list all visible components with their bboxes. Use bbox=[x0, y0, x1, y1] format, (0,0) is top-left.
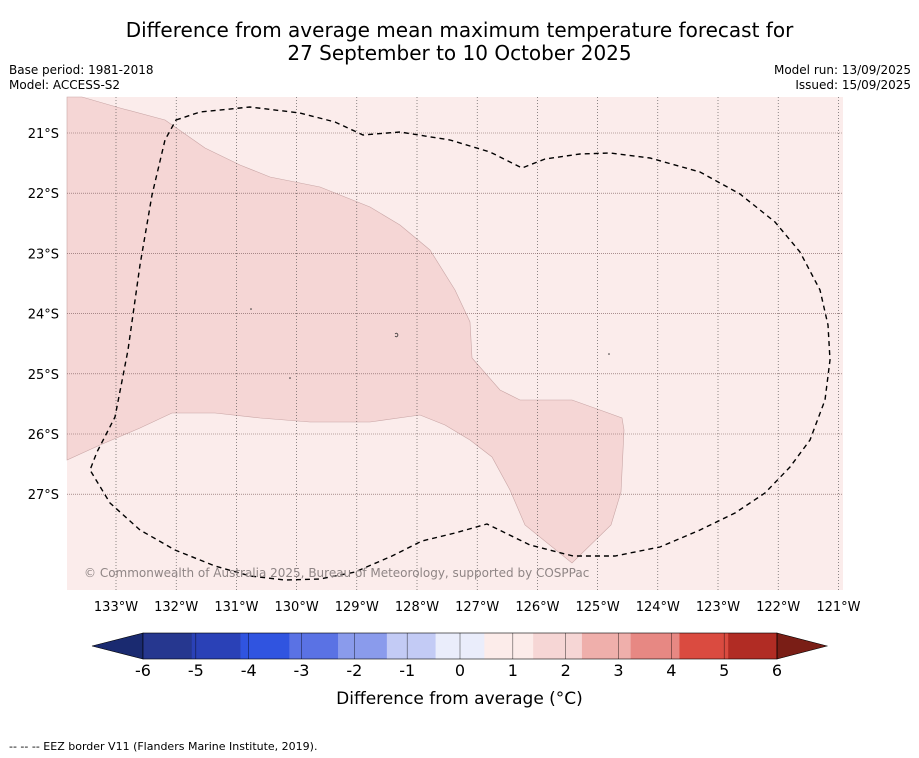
issued-date: Issued: 15/09/2025 bbox=[795, 78, 911, 92]
base-period: Base period: 1981-2018 bbox=[9, 63, 154, 77]
longitude-label: 123°W bbox=[696, 600, 740, 615]
title-line-2: 27 September to 10 October 2025 bbox=[287, 41, 632, 65]
longitude-labels: 133°W 132°W 131°W 130°W 129°W 128°W 127°W 126°W… bbox=[94, 600, 861, 615]
model-name: Model: ACCESS-S2 bbox=[9, 78, 121, 92]
latitude-label: 24°S bbox=[28, 308, 59, 323]
colorbar-tick-label: -6 bbox=[135, 661, 151, 680]
meta-right: Model run: 13/09/2025 Issued: 15/09/2025 bbox=[774, 63, 911, 93]
colorbar-tick-label: 3 bbox=[613, 661, 623, 680]
longitude-label: 129°W bbox=[335, 600, 379, 615]
colorbar-tick-label: 1 bbox=[508, 661, 518, 680]
longitude-label: 124°W bbox=[636, 600, 680, 615]
latitude-label: 22°S bbox=[28, 187, 59, 202]
longitude-label: 126°W bbox=[515, 600, 559, 615]
colorbar-segment bbox=[581, 633, 631, 659]
island-dot bbox=[289, 377, 291, 379]
colorbar-segment bbox=[240, 633, 290, 659]
colorbar-segment bbox=[143, 633, 193, 659]
map-title: Difference from average mean maximum tem… bbox=[0, 19, 919, 65]
latitude-label: 23°S bbox=[28, 247, 59, 262]
latitude-labels: 21°S 22°S 23°S 24°S 25°S 26°S 27°S bbox=[28, 127, 59, 503]
colorbar-segment bbox=[533, 633, 583, 659]
colorbar-segment bbox=[338, 633, 388, 659]
colorbar-segment bbox=[728, 633, 778, 659]
latitude-label: 26°S bbox=[28, 428, 59, 443]
longitude-label: 133°W bbox=[94, 600, 138, 615]
colorbar bbox=[91, 632, 829, 660]
colorbar-tick-label: -1 bbox=[399, 661, 415, 680]
latitude-label: 21°S bbox=[28, 127, 59, 142]
anomaly-region-1-2 bbox=[66, 96, 625, 564]
island-dot bbox=[608, 353, 610, 355]
eez-border bbox=[89, 106, 831, 581]
longitude-label: 121°W bbox=[816, 600, 860, 615]
longitude-label: 122°W bbox=[756, 600, 800, 615]
colorbar-segment bbox=[630, 633, 680, 659]
model-run: Model run: 13/09/2025 bbox=[773, 63, 911, 77]
colorbar-segment bbox=[191, 633, 241, 659]
colorbar-tick-label: -4 bbox=[241, 661, 257, 680]
title-line-1: Difference from average mean maximum tem… bbox=[125, 18, 794, 42]
colorbar-segment bbox=[386, 633, 436, 659]
longitude-label: 127°W bbox=[455, 600, 499, 615]
colorbar-tick-label: -5 bbox=[188, 661, 204, 680]
longitude-label: 130°W bbox=[275, 600, 319, 615]
colorbar-segment bbox=[484, 633, 534, 659]
meta-left: Base period: 1981-2018 Model: ACCESS-S2 bbox=[9, 63, 154, 93]
colorbar-tick-label: -3 bbox=[294, 661, 310, 680]
longitude-label: 132°W bbox=[154, 600, 198, 615]
colorbar-tick-label: 2 bbox=[561, 661, 571, 680]
longitude-label: 128°W bbox=[395, 600, 439, 615]
colorbar-label: Difference from average (°C) bbox=[336, 689, 583, 709]
colorbar-tick-label: 4 bbox=[666, 661, 676, 680]
latitude-label: 27°S bbox=[28, 488, 59, 503]
colorbar-segment bbox=[289, 633, 339, 659]
longitude-label: 131°W bbox=[214, 600, 258, 615]
eez-footnote: -- -- -- EEZ border V11 (Flanders Marine… bbox=[9, 740, 318, 753]
colorbar-tick-label: -2 bbox=[346, 661, 362, 680]
colorbar-ticks: -6 -5 -4 -3 -2 -1 0 1 2 3 4 5 6 bbox=[135, 661, 782, 680]
colorbar-tick-label: 6 bbox=[772, 661, 782, 680]
latitude-label: 25°S bbox=[28, 368, 59, 383]
map-grid bbox=[67, 97, 843, 590]
colorbar-tick-label: 5 bbox=[719, 661, 729, 680]
island-mark bbox=[394, 332, 399, 338]
island-dot bbox=[250, 308, 252, 310]
copyright-text: © Commonwealth of Australia 2025, Bureau… bbox=[84, 566, 589, 580]
colorbar-segment bbox=[679, 633, 729, 659]
colorbar-over-arrow bbox=[776, 632, 829, 660]
colorbar-tick-label: 0 bbox=[455, 661, 465, 680]
colorbar-under-arrow bbox=[91, 632, 144, 660]
longitude-label: 125°W bbox=[576, 600, 620, 615]
